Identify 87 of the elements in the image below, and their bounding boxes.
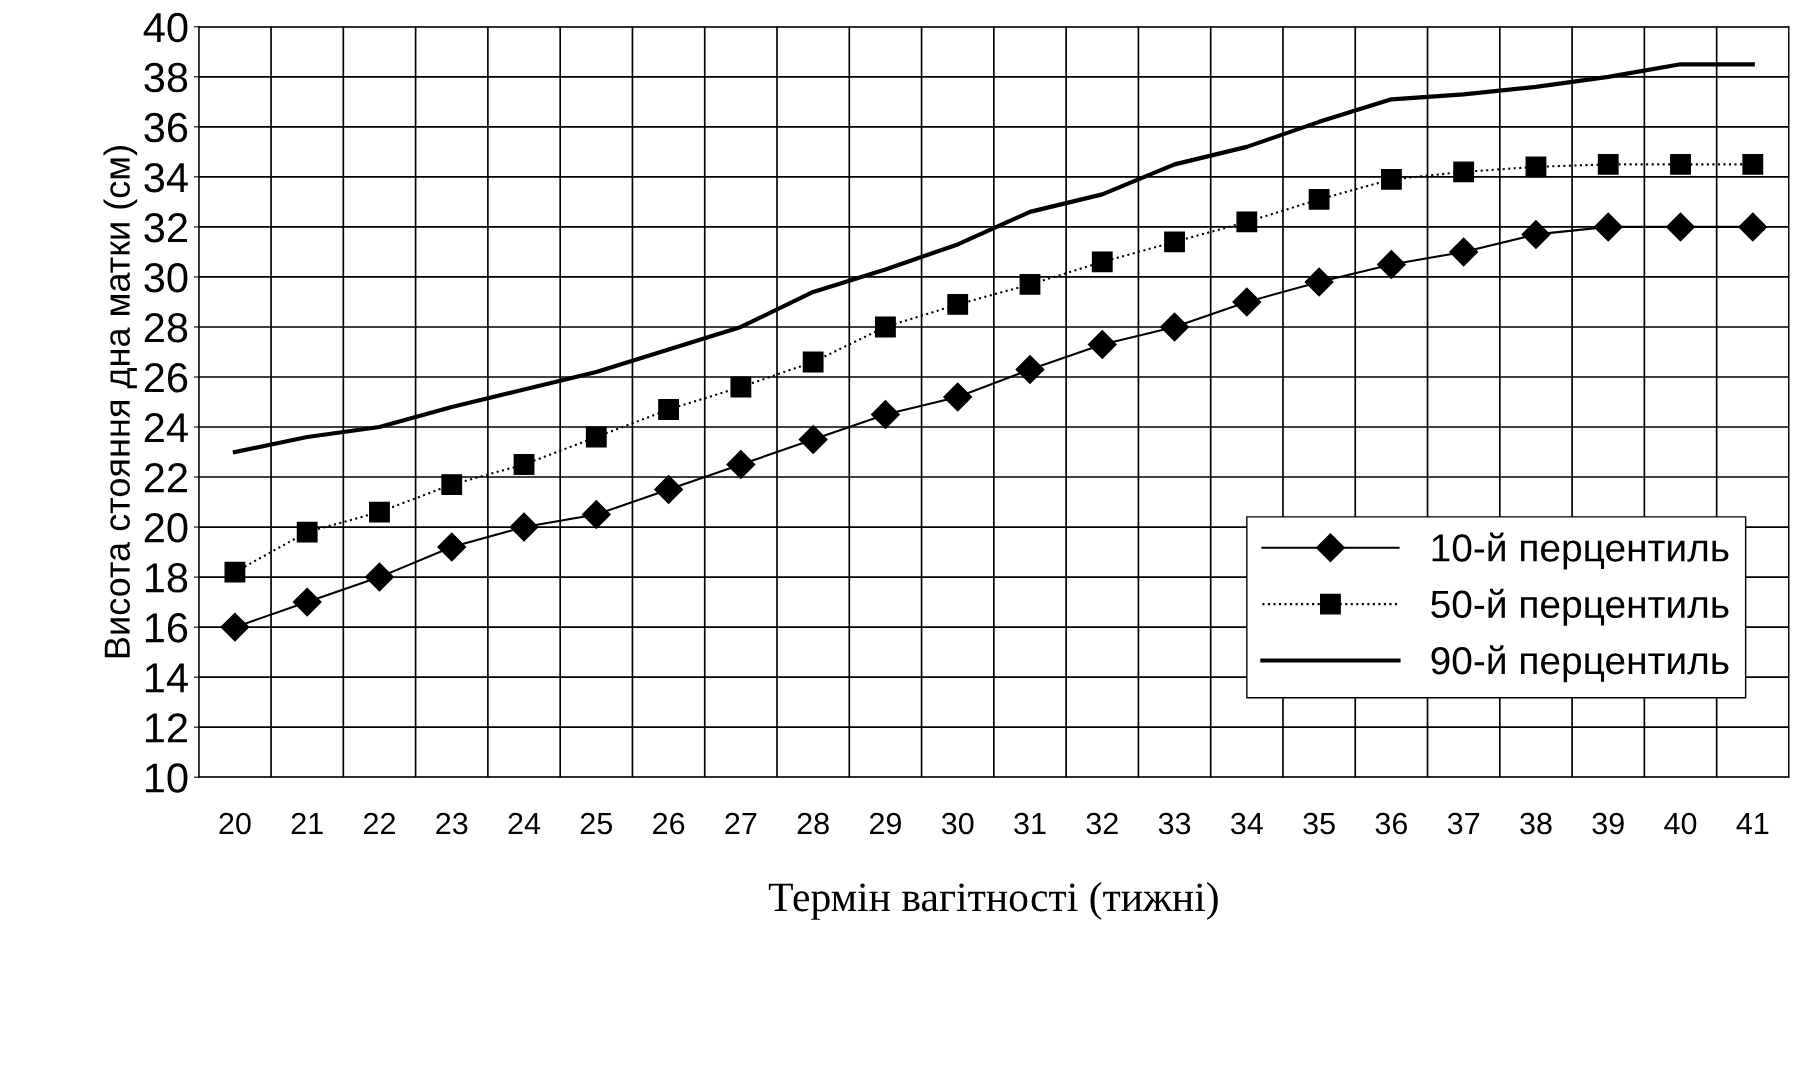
point — [1525, 156, 1547, 178]
point — [947, 294, 969, 315]
point — [798, 425, 828, 454]
x-axis-title: Термін вагітності (тижні) — [768, 882, 1218, 920]
point — [1593, 212, 1623, 242]
y-tick-label: 22 — [144, 463, 187, 493]
y-tick-label: 34 — [144, 162, 188, 193]
point — [513, 454, 535, 475]
y-tick-label: 12 — [145, 713, 187, 743]
y-tick-label: 20 — [144, 513, 188, 543]
x-tick-label: 34 — [1231, 812, 1263, 835]
point — [1304, 267, 1334, 297]
point — [1742, 153, 1764, 175]
point — [224, 561, 246, 583]
point — [658, 399, 680, 420]
x-tick-label: 24 — [508, 812, 541, 835]
x-tick-label: 22 — [364, 812, 395, 835]
legend-label: 10-й перцентиль — [1432, 532, 1729, 570]
y-tick-label: 32 — [144, 212, 187, 243]
y-tick-label: 28 — [144, 312, 188, 343]
y-tick-label: 14 — [145, 663, 188, 693]
x-tick-label: 39 — [1592, 812, 1624, 835]
point — [1164, 231, 1185, 253]
point — [220, 612, 250, 642]
point — [437, 532, 467, 562]
legend-label: 50-й перцентиль — [1431, 588, 1729, 626]
legend-label: 90-й перцентиль — [1431, 645, 1729, 683]
x-tick-label: 26 — [653, 812, 685, 835]
point — [875, 316, 896, 338]
x-tick-label: 41 — [1736, 813, 1769, 835]
y-tick-label: 36 — [144, 112, 188, 143]
y-tick-label: 38 — [144, 62, 188, 93]
point — [1666, 212, 1695, 242]
point — [1597, 153, 1619, 175]
x-tick-label: 27 — [725, 812, 757, 835]
x-tick-label: 36 — [1375, 812, 1408, 835]
point — [581, 500, 611, 530]
x-tick-label: 21 — [291, 812, 323, 835]
x-tick-label: 31 — [1014, 812, 1046, 835]
y-tick-label: 10 — [145, 763, 188, 793]
x-tick-label: 29 — [869, 812, 901, 835]
x-tick-label: 23 — [436, 812, 468, 835]
point — [365, 562, 394, 592]
point — [1308, 188, 1330, 210]
point — [654, 475, 684, 504]
x-tick-label: 30 — [941, 812, 974, 835]
y-tick-label: 30 — [144, 262, 188, 293]
point — [1015, 355, 1045, 384]
point — [1232, 287, 1262, 317]
x-tick-label: 38 — [1520, 812, 1552, 835]
point — [292, 587, 322, 617]
point — [870, 400, 900, 429]
x-tick-label: 40 — [1664, 812, 1697, 835]
point — [1019, 274, 1041, 295]
x-tick-label: 32 — [1086, 812, 1118, 835]
y-axis-title: Висота стояння дна матки (см) — [103, 146, 138, 658]
point — [1453, 161, 1475, 183]
y-tick-label: 40 — [143, 12, 188, 43]
point — [1376, 249, 1406, 279]
x-tick-label: 35 — [1303, 812, 1335, 835]
y-tick-label: 16 — [145, 613, 188, 643]
y-tick-label: 24 — [144, 413, 188, 443]
point — [1449, 237, 1479, 267]
point — [441, 474, 463, 495]
point — [296, 521, 318, 543]
point — [1380, 168, 1402, 190]
point — [1160, 312, 1189, 342]
point — [1087, 330, 1117, 359]
point — [1091, 251, 1113, 273]
y-tick-label: 18 — [145, 563, 188, 593]
point — [1670, 153, 1691, 175]
x-tick-label: 25 — [580, 812, 613, 835]
y-tick-label: 26 — [144, 362, 188, 393]
point — [726, 450, 756, 479]
point — [369, 501, 390, 523]
point — [1521, 219, 1551, 249]
x-tick-label: 20 — [219, 812, 251, 835]
x-tick-label: 37 — [1447, 812, 1480, 835]
point — [509, 512, 539, 542]
point — [730, 376, 752, 398]
x-tick-label: 28 — [797, 812, 829, 835]
point — [1738, 212, 1768, 242]
point — [1236, 211, 1258, 233]
point — [943, 382, 973, 412]
point — [802, 351, 824, 373]
point — [585, 426, 607, 448]
x-tick-label: 33 — [1158, 812, 1191, 835]
